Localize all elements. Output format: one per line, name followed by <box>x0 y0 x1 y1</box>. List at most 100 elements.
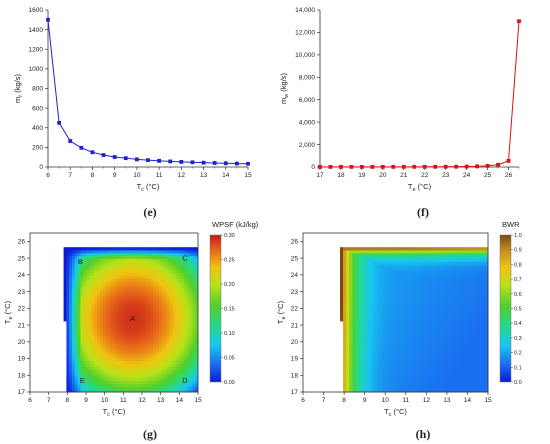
heatmap-cell <box>100 315 104 319</box>
heatmap-cell <box>195 374 199 379</box>
heatmap-cell <box>83 389 87 393</box>
heatmap-cell <box>63 281 67 285</box>
heatmap-cell <box>186 377 190 382</box>
heatmap-cell <box>181 312 185 316</box>
heatmap-cell <box>349 272 353 276</box>
y-tick-label: 600 <box>32 105 43 112</box>
heatmap-cell <box>161 352 165 356</box>
heatmap-cell <box>451 252 455 257</box>
heatmap-cell <box>119 272 123 276</box>
heatmap-cell <box>102 349 106 353</box>
heatmap-cell <box>438 258 443 262</box>
heatmap-cell <box>454 289 458 294</box>
heatmap-cell <box>69 335 73 339</box>
heatmap-cell <box>373 269 378 274</box>
heatmap-cell <box>423 340 427 345</box>
heatmap-cell <box>69 369 73 373</box>
heatmap-cell <box>139 338 143 342</box>
heatmap-cell <box>383 289 387 294</box>
heatmap-cell <box>69 380 73 384</box>
x-tick-label: 12 <box>178 172 186 179</box>
heatmap-cell <box>392 380 396 384</box>
heatmap-cell <box>361 366 366 370</box>
heatmap-cell <box>429 306 433 311</box>
heatmap-cell <box>94 335 98 339</box>
heatmap-cell <box>139 340 143 345</box>
heatmap-cell <box>460 286 464 291</box>
heatmap-cell <box>72 315 76 319</box>
heatmap-cell <box>472 286 477 291</box>
heatmap-cell <box>122 281 126 285</box>
heatmap-cell <box>189 247 193 251</box>
x-tick-label: 11 <box>120 397 127 404</box>
heatmap-cell <box>392 303 396 308</box>
heatmap-cell <box>161 332 165 336</box>
heatmap-cell <box>111 247 115 251</box>
heatmap-cell <box>178 264 182 268</box>
heatmap-cell <box>108 374 112 379</box>
heatmap-cell <box>420 383 424 387</box>
heatmap-cell <box>380 338 384 342</box>
heatmap-cell <box>367 255 372 259</box>
heatmap-cell <box>441 389 446 393</box>
heatmap-cell <box>398 301 403 305</box>
heatmap-cell <box>441 346 446 350</box>
heatmap-cell <box>74 275 78 279</box>
heatmap-cell <box>361 369 366 373</box>
heatmap-cell <box>80 312 84 316</box>
heatmap-cell <box>469 247 473 251</box>
heatmap-cell <box>454 321 458 325</box>
heatmap-cell <box>91 289 95 294</box>
heatmap-cell <box>386 340 390 345</box>
heatmap-cell <box>97 269 101 274</box>
heatmap-cell <box>108 264 112 268</box>
heatmap-cell <box>367 352 372 356</box>
heatmap-cell <box>108 303 112 308</box>
heatmap-cell <box>111 269 115 274</box>
heatmap-cell <box>475 372 480 376</box>
heatmap-cell <box>91 309 95 313</box>
heatmap-cell <box>161 292 165 296</box>
heatmap-cell <box>102 309 106 313</box>
heatmap-cell <box>435 323 440 328</box>
heatmap-cell <box>349 258 353 262</box>
heatmap-cell <box>447 380 452 384</box>
heatmap-cell <box>108 258 112 262</box>
heatmap-cell <box>172 329 176 333</box>
heatmap-cell <box>97 338 101 342</box>
heatmap-cell <box>346 323 350 328</box>
heatmap-cell <box>102 340 106 345</box>
heatmap-cell <box>184 349 188 353</box>
heatmap-cell <box>63 318 67 322</box>
heatmap-cell <box>373 315 378 319</box>
heatmap-cell <box>475 343 480 347</box>
heatmap-cell <box>417 272 421 276</box>
heatmap-cell <box>370 318 375 322</box>
heatmap-cell <box>349 247 353 251</box>
heatmap-cell <box>74 369 78 373</box>
heatmap-cell <box>426 278 430 282</box>
heatmap-cell <box>63 252 67 257</box>
heatmap-cell <box>192 286 196 291</box>
heatmap-cell <box>463 374 467 379</box>
heatmap-cell <box>158 303 162 308</box>
heatmap-cell <box>83 363 87 367</box>
heatmap-cell <box>398 258 403 262</box>
heatmap-cell <box>69 312 73 316</box>
heatmap-cell <box>170 363 174 367</box>
heatmap-cell <box>386 343 390 347</box>
heatmap-cell <box>189 303 193 308</box>
heatmap-cell <box>370 275 375 279</box>
heatmap-cell <box>373 306 378 311</box>
heatmap-cell <box>172 301 176 305</box>
heatmap-cell <box>189 292 193 296</box>
heatmap-cell <box>454 335 458 339</box>
heatmap-cell <box>423 264 427 268</box>
heatmap-cell <box>457 355 461 359</box>
heatmap-cell <box>441 312 446 316</box>
heatmap-cell <box>156 377 160 382</box>
heatmap-cell <box>441 281 446 285</box>
heatmap-cell <box>116 272 120 276</box>
heatmap-cell <box>66 303 70 308</box>
heatmap-cell <box>444 326 449 330</box>
